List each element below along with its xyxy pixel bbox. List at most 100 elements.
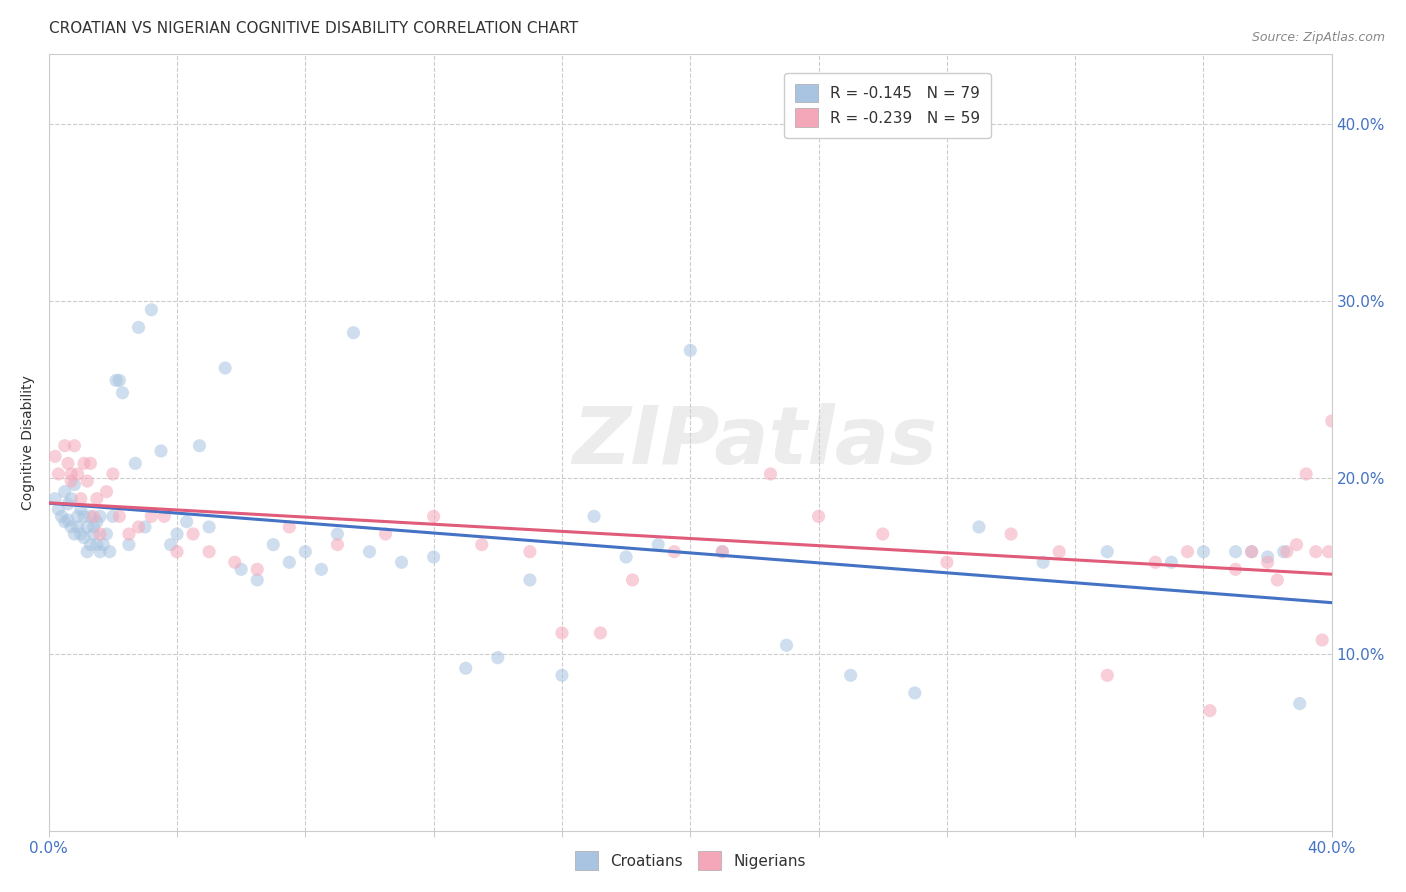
- Point: [391, 555, 413, 569]
- Text: ZIPatlas: ZIPatlas: [572, 403, 936, 481]
- Point: [83, 520, 105, 534]
- Point: [759, 467, 782, 481]
- Point: [141, 302, 163, 317]
- Point: [1144, 555, 1167, 569]
- Point: [278, 520, 301, 534]
- Point: [872, 527, 894, 541]
- Point: [63, 477, 86, 491]
- Point: [98, 544, 121, 558]
- Point: [1047, 544, 1070, 558]
- Text: CROATIAN VS NIGERIAN COGNITIVE DISABILITY CORRELATION CHART: CROATIAN VS NIGERIAN COGNITIVE DISABILIT…: [49, 21, 578, 36]
- Point: [246, 562, 269, 576]
- Point: [519, 573, 541, 587]
- Point: [63, 527, 86, 541]
- Point: [44, 491, 66, 506]
- Point: [614, 549, 637, 564]
- Point: [176, 515, 198, 529]
- Point: [53, 484, 76, 499]
- Point: [86, 491, 108, 506]
- Point: [326, 527, 349, 541]
- Point: [111, 385, 134, 400]
- Point: [621, 573, 644, 587]
- Point: [519, 544, 541, 558]
- Point: [904, 686, 927, 700]
- Point: [214, 361, 236, 376]
- Text: Source: ZipAtlas.com: Source: ZipAtlas.com: [1251, 31, 1385, 45]
- Point: [231, 562, 253, 576]
- Point: [69, 527, 91, 541]
- Point: [1310, 632, 1333, 647]
- Point: [128, 320, 150, 334]
- Point: [89, 527, 111, 541]
- Point: [1257, 555, 1279, 569]
- Point: [262, 538, 284, 552]
- Y-axis label: Cognitive Disability: Cognitive Disability: [21, 375, 35, 509]
- Point: [89, 544, 111, 558]
- Point: [551, 626, 574, 640]
- Point: [1275, 544, 1298, 558]
- Point: [76, 544, 98, 558]
- Point: [86, 538, 108, 552]
- Point: [188, 439, 211, 453]
- Point: [118, 527, 141, 541]
- Point: [134, 520, 156, 534]
- Point: [935, 555, 957, 569]
- Point: [1320, 414, 1343, 428]
- Point: [807, 509, 830, 524]
- Point: [51, 509, 73, 524]
- Point: [582, 509, 605, 524]
- Point: [551, 668, 574, 682]
- Point: [96, 484, 118, 499]
- Point: [53, 515, 76, 529]
- Point: [73, 456, 96, 470]
- Point: [486, 650, 509, 665]
- Point: [224, 555, 246, 569]
- Point: [69, 491, 91, 506]
- Point: [839, 668, 862, 682]
- Point: [60, 520, 83, 534]
- Point: [374, 527, 396, 541]
- Point: [1225, 562, 1247, 576]
- Point: [1097, 668, 1119, 682]
- Point: [589, 626, 612, 640]
- Point: [1225, 544, 1247, 558]
- Point: [679, 343, 702, 358]
- Point: [1097, 544, 1119, 558]
- Point: [246, 573, 269, 587]
- Point: [60, 474, 83, 488]
- Point: [89, 509, 111, 524]
- Point: [108, 373, 131, 387]
- Point: [1285, 538, 1308, 552]
- Point: [198, 520, 221, 534]
- Point: [56, 456, 79, 470]
- Point: [471, 538, 494, 552]
- Point: [66, 467, 89, 481]
- Point: [108, 509, 131, 524]
- Point: [1240, 544, 1263, 558]
- Point: [73, 509, 96, 524]
- Point: [46, 467, 69, 481]
- Point: [1257, 549, 1279, 564]
- Point: [53, 439, 76, 453]
- Point: [79, 509, 101, 524]
- Legend: Croatians, Nigerians: Croatians, Nigerians: [567, 844, 813, 878]
- Point: [76, 474, 98, 488]
- Point: [56, 513, 79, 527]
- Point: [66, 509, 89, 524]
- Point: [711, 544, 734, 558]
- Point: [60, 491, 83, 506]
- Point: [96, 527, 118, 541]
- Point: [124, 456, 146, 470]
- Point: [46, 502, 69, 516]
- Point: [86, 515, 108, 529]
- Point: [128, 520, 150, 534]
- Point: [359, 544, 381, 558]
- Point: [1265, 573, 1288, 587]
- Point: [166, 544, 188, 558]
- Point: [79, 538, 101, 552]
- Point: [1317, 544, 1340, 558]
- Point: [422, 549, 444, 564]
- Point: [775, 638, 797, 652]
- Point: [101, 467, 124, 481]
- Point: [278, 555, 301, 569]
